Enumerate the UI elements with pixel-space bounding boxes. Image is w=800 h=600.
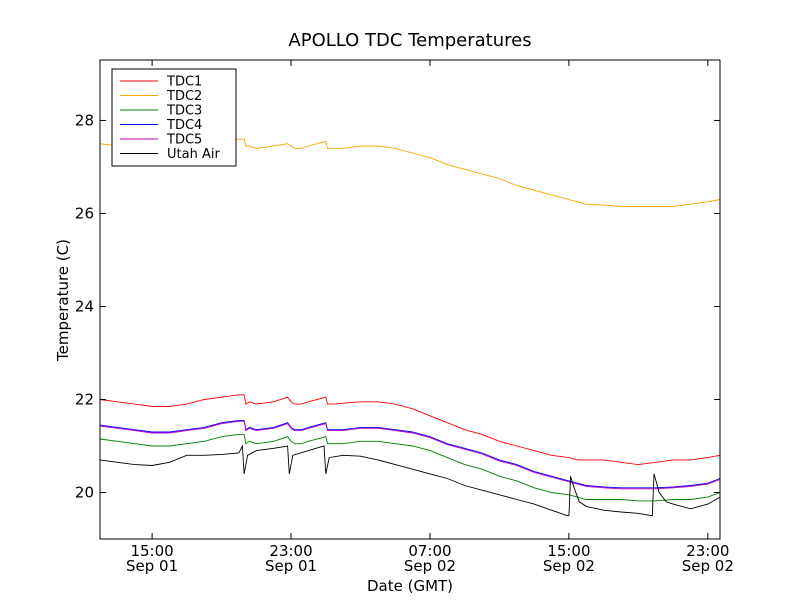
series-line-tdc4 (99, 419, 721, 489)
chart-title: APOLLO TDC Temperatures (288, 30, 531, 51)
series-line-tdc5 (99, 420, 721, 490)
legend-label-tdc3: TDC3 (166, 104, 202, 119)
y-tick-label: 20 (75, 483, 94, 501)
series-layer (99, 138, 721, 517)
legend-label-utah-air: Utah Air (167, 147, 220, 162)
y-tick-label: 28 (75, 111, 94, 129)
x-tick-label-time: 23:00 (686, 542, 729, 560)
x-tick-label-date: Sep 01 (126, 557, 178, 575)
series-line-utah-air (99, 444, 721, 517)
legend-label-tdc1: TDC1 (166, 75, 202, 90)
x-tick-label-date: Sep 01 (265, 557, 317, 575)
x-tick-label-time: 15:00 (547, 542, 590, 560)
legend-label-tdc5: TDC5 (166, 133, 202, 148)
x-axis-label: Date (GMT) (367, 577, 453, 595)
series-line-tdc1 (99, 394, 721, 466)
y-axis-label: Temperature (C) (54, 239, 72, 362)
x-tick-label-date: Sep 02 (543, 557, 595, 575)
x-tick-label-time: 23:00 (269, 542, 312, 560)
y-tick-label: 24 (75, 297, 94, 315)
plot-frame (99, 59, 721, 540)
legend-label-tdc2: TDC2 (166, 89, 202, 104)
x-tick-label-date: Sep 02 (404, 557, 456, 575)
legend-label-tdc4: TDC4 (166, 118, 202, 133)
y-tick-label: 22 (75, 390, 94, 408)
x-tick-label-date: Sep 02 (682, 557, 734, 575)
legend-box (111, 68, 237, 167)
series-line-tdc3 (99, 433, 721, 502)
x-tick-label-time: 07:00 (408, 542, 451, 560)
y-tick-label: 26 (75, 204, 94, 222)
x-tick-label-time: 15:00 (130, 542, 173, 560)
